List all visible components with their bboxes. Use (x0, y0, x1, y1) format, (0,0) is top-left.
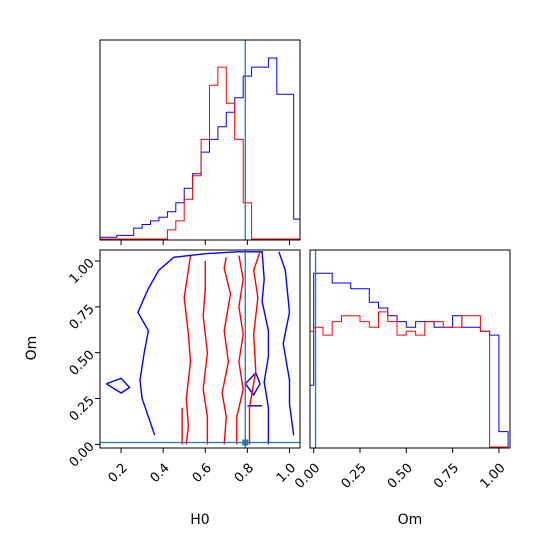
h0-xtick-label: 0.8 (232, 461, 257, 486)
contour-series-b (183, 255, 192, 445)
om-xtick-label: 0.75 (431, 461, 462, 492)
om-xtick-label: 0.25 (339, 461, 370, 492)
contour-panel-frame (99, 249, 301, 449)
om-xtick-label: 1.00 (477, 461, 508, 492)
om-ytick-label: 0.50 (67, 348, 98, 379)
h0-om-contour-panel: 0.2 0.4 0.6 0.8 1.00.000.250.500.751.00 (67, 249, 301, 486)
om-ytick-label: 0.75 (67, 302, 98, 333)
x-axis-label-om: Om (398, 512, 423, 528)
contour-series-b (221, 257, 232, 445)
h0-xtick-label: 0.4 (148, 461, 173, 486)
y-axis-label-om: Om (24, 336, 40, 361)
contour-series-a (278, 251, 295, 436)
contour-series-b (236, 255, 244, 445)
contour-lines (105, 251, 295, 445)
h0-xtick-label: 0.6 (190, 461, 215, 486)
om-hist-series-b (309, 311, 509, 448)
om-ytick-label: 1.00 (67, 256, 98, 287)
om-hist-frame (309, 249, 511, 449)
om-histogram-panel: 0.00 0.25 0.50 0.75 1.00 (292, 249, 511, 492)
om-xtick-label: 0.00 (292, 461, 323, 492)
h0-xtick-label: 0.2 (105, 461, 130, 486)
truth-marker (242, 439, 249, 446)
om-xtick-label: 0.50 (385, 461, 416, 492)
om-ytick-label: 0.00 (67, 439, 98, 470)
contour-series-b (248, 251, 261, 445)
contour-series-a (137, 251, 270, 445)
h0-hist-series-a (99, 57, 301, 239)
contour-series-a (105, 377, 131, 394)
contour-series-a (244, 372, 261, 397)
contour-series-b (202, 261, 209, 445)
h0-histogram-panel (99, 39, 301, 245)
om-hist-series-a (309, 272, 509, 447)
h0-hist-frame (99, 39, 301, 241)
x-axis-label-h0: H0 (190, 512, 209, 528)
om-ytick-label: 0.25 (67, 394, 98, 425)
h0-hist-series-b (100, 66, 300, 240)
